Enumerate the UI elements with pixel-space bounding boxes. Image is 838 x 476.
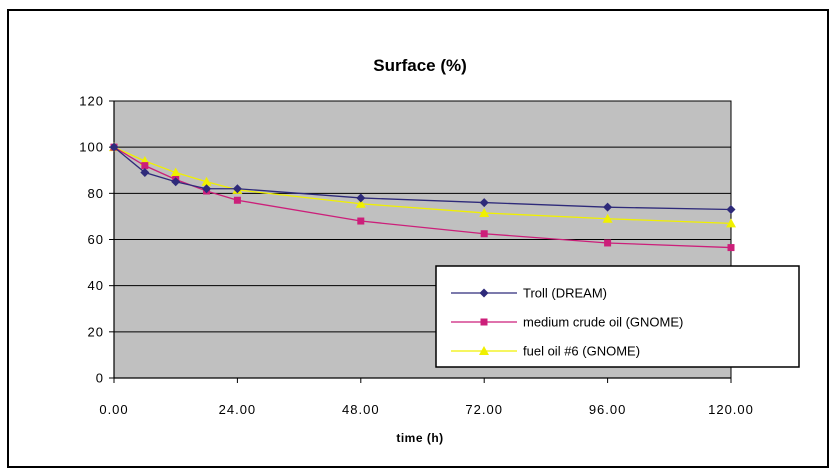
data-point [603,202,613,212]
y-tick-label: 60 [88,232,104,247]
legend-marker [479,288,489,298]
data-point [171,177,181,187]
x-axis-label: time (h) [396,431,443,445]
data-point [726,204,736,214]
data-point [479,198,489,208]
data-point [170,167,181,177]
data-point [232,184,242,194]
y-tick-label: 40 [88,278,104,293]
x-tick-label: 72.00 [465,402,503,417]
y-tick-label: 80 [88,186,104,201]
legend-label: fuel oil #6 (GNOME) [523,344,640,359]
y-tick-label: 20 [88,324,104,339]
data-point [604,239,612,247]
data-point [727,244,735,252]
x-tick-label: 96.00 [589,402,627,417]
x-axis-ticks: 0.00 24.00 48.00 72.00 96.00 120.00 [99,378,754,417]
series-group [109,142,736,252]
legend-box [435,265,800,368]
data-point [202,184,212,194]
data-point [726,218,736,228]
data-point [479,207,490,217]
data-point [109,142,119,152]
legend-marker [479,346,489,355]
x-tick-label: 0.00 [99,402,128,417]
data-point [355,198,366,208]
legend: Troll (DREAM) medium crude oil (GNOME) fue… [435,265,800,368]
data-point [356,193,366,203]
y-tick-label: 120 [79,94,104,109]
x-tick-label: 120.00 [708,402,754,417]
data-point [140,168,150,178]
data-point [480,230,488,238]
series-0 [109,142,736,214]
data-point [357,217,365,225]
data-point [602,213,613,223]
data-point [201,176,212,186]
legend-label: medium crude oil (GNOME) [523,315,683,330]
chart-title: Surface (%) [373,56,467,75]
data-point [141,162,149,170]
y-tick-label: 0 [96,371,104,386]
x-tick-label: 24.00 [219,402,257,417]
legend-marker [480,318,488,326]
x-tick-label: 48.00 [342,402,380,417]
chart-frame: Surface (%) 0 20 40 60 80 100 120 0.00 24.00 48.… [7,9,829,468]
line-chart: Surface (%) 0 20 40 60 80 100 120 0.00 24.00 48.… [79,56,800,445]
data-point [233,196,241,204]
y-axis-ticks: 0 20 40 60 80 100 120 [79,94,114,386]
y-tick-label: 100 [79,140,104,155]
legend-label: Troll (DREAM) [523,286,607,301]
